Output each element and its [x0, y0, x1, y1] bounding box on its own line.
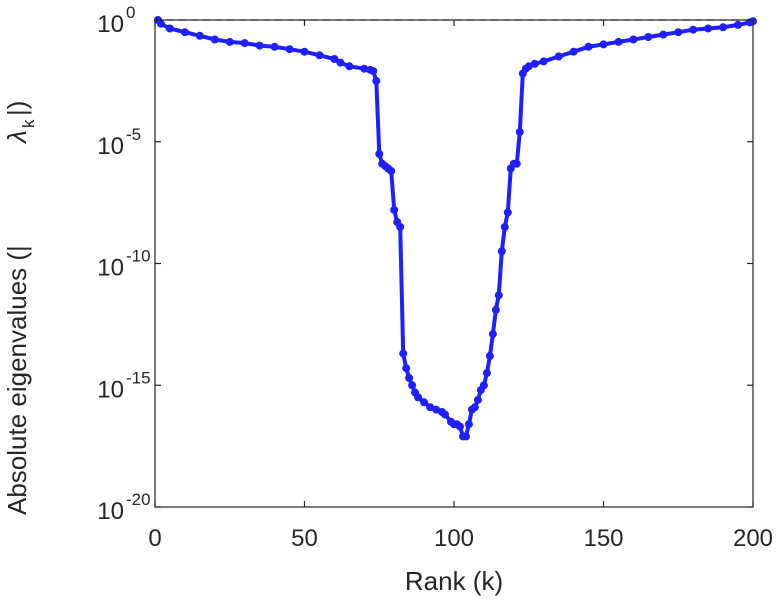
data-point — [399, 349, 408, 358]
data-point — [270, 42, 279, 51]
y-tick-exponent: -10 — [126, 247, 151, 266]
data-point — [336, 58, 345, 67]
x-tick-label: 50 — [291, 525, 318, 552]
x-tick-group: 0 50 100 150 200 — [148, 20, 773, 552]
data-point — [485, 352, 494, 360]
data-point — [372, 76, 381, 85]
data-point — [479, 381, 488, 390]
data-point — [165, 24, 174, 33]
data-point — [494, 291, 503, 300]
x-tick-label: 150 — [583, 525, 623, 552]
data-point — [456, 422, 464, 431]
x-tick-label: 100 — [434, 525, 474, 552]
y-tick-label: 10 — [97, 376, 124, 403]
y-tick-exponent: -15 — [126, 368, 151, 387]
data-point — [629, 35, 638, 44]
y-axis-label: Absolute eigenvalues (| — [2, 245, 32, 515]
data-point — [554, 52, 563, 61]
data-point — [240, 39, 249, 48]
data-point — [255, 41, 264, 50]
data-point — [599, 40, 608, 49]
x-tick-label: 0 — [148, 525, 161, 552]
data-point — [491, 305, 500, 314]
y-axis-label-group: Absolute eigenvalues (| λ k |) — [2, 101, 38, 515]
data-point — [195, 31, 204, 40]
data-point — [734, 20, 742, 29]
data-point — [470, 403, 479, 412]
data-point — [473, 395, 482, 404]
data-point — [408, 381, 417, 390]
data-point — [180, 28, 189, 37]
data-point — [614, 37, 623, 46]
data-point — [414, 393, 423, 402]
y-tick-label: 10 — [97, 255, 124, 282]
y-tick-exponent: -5 — [126, 125, 141, 144]
plot-area — [155, 20, 753, 507]
y-tick-label: 10 — [97, 498, 124, 525]
data-point — [482, 369, 491, 378]
data-point — [405, 373, 414, 382]
data-point — [300, 47, 309, 56]
y-axis-label-symbol: λ — [2, 130, 32, 145]
y-tick-exponent: 0 — [126, 3, 135, 22]
data-point — [704, 24, 713, 33]
data-point — [488, 330, 497, 339]
data-point — [659, 30, 668, 39]
data-point — [157, 19, 165, 28]
y-tick-exponent: -20 — [126, 490, 151, 509]
x-axis-label: Rank (k) — [405, 566, 503, 596]
data-point — [387, 167, 396, 175]
data-point — [689, 25, 698, 34]
data-point — [390, 205, 399, 214]
data-point — [539, 57, 548, 66]
data-point — [441, 410, 449, 419]
data-point — [225, 37, 234, 46]
y-axis-label-subscript: k — [19, 119, 38, 128]
data-point — [330, 55, 339, 63]
data-series-group — [154, 16, 757, 441]
data-point — [503, 208, 512, 217]
data-point — [584, 42, 593, 51]
data-point — [644, 33, 653, 41]
data-point — [369, 67, 378, 76]
data-point — [674, 28, 683, 37]
data-point — [464, 420, 473, 429]
data-point — [719, 23, 728, 32]
y-axis-label-close: |) — [2, 101, 32, 116]
data-point — [315, 51, 324, 60]
data-point — [360, 64, 369, 73]
data-point — [426, 403, 435, 412]
data-point — [515, 128, 524, 136]
y-tick-label: 10 — [97, 133, 124, 160]
data-point — [402, 364, 411, 373]
data-point — [420, 398, 429, 407]
data-point — [530, 59, 539, 68]
y-tick-label: 10 — [97, 11, 124, 38]
data-point — [462, 432, 470, 441]
x-tick-label: 200 — [733, 525, 773, 552]
data-point — [512, 159, 521, 168]
data-point — [375, 149, 384, 158]
data-point — [345, 62, 354, 71]
data-point — [500, 223, 509, 231]
data-point — [569, 47, 578, 56]
data-point — [285, 45, 294, 54]
data-point — [497, 247, 506, 256]
data-point — [210, 35, 219, 44]
data-point — [396, 223, 405, 231]
